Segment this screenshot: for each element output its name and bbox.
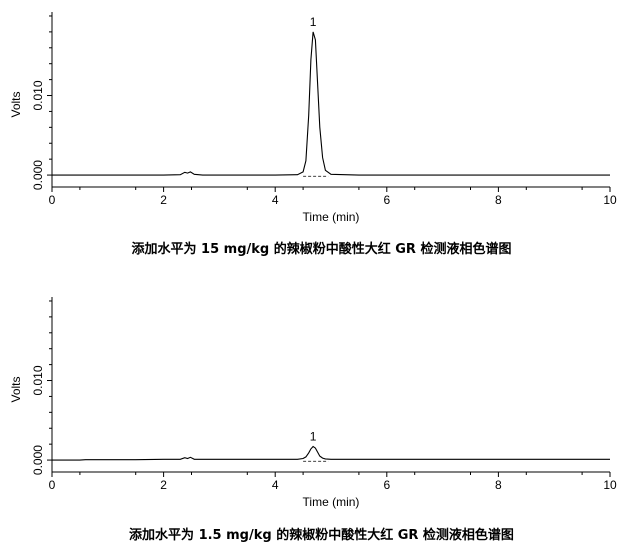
x-tick-label: 10 [603, 193, 617, 207]
y-tick-label: 0.000 [31, 445, 45, 475]
x-axis-label: Time (min) [303, 210, 360, 224]
y-axis-label: Volts [9, 376, 23, 402]
chromatogram-trace [52, 445, 610, 461]
peak-label: 1 [310, 430, 317, 444]
y-tick-label: 0.010 [31, 80, 45, 110]
x-tick-label: 2 [160, 193, 167, 207]
x-tick-label: 6 [383, 478, 390, 492]
y-axis-label: Volts [9, 91, 23, 117]
x-tick-label: 0 [49, 193, 56, 207]
chart-panel-top: 0 2 4 6 8 10 0.000 0.010 Time (min) Volts 1 [9, 12, 617, 224]
chart-panel-bottom: 0 2 4 6 8 10 0.000 0.010 Time (min) Volts 1 [9, 297, 617, 509]
x-axis-label: Time (min) [303, 495, 360, 509]
x-tick-label: 8 [495, 478, 502, 492]
peak-label: 1 [310, 15, 317, 29]
x-tick-label: 0 [49, 478, 56, 492]
x-tick-label: 8 [495, 193, 502, 207]
x-tick-label: 4 [272, 478, 279, 492]
chart-caption-top: 添加水平为 15 mg/kg 的辣椒粉中酸性大红 GR 检测液相色谱图 [131, 242, 512, 257]
y-tick-label: 0.000 [31, 160, 45, 190]
x-tick-label: 10 [603, 478, 617, 492]
chart-caption-bottom: 添加水平为 1.5 mg/kg 的辣椒粉中酸性大红 GR 检测液相色谱图 [129, 528, 514, 543]
y-tick-label: 0.010 [31, 365, 45, 395]
x-tick-label: 2 [160, 478, 167, 492]
chromatogram-trace [52, 31, 610, 176]
x-tick-label: 4 [272, 193, 279, 207]
x-tick-label: 6 [383, 193, 390, 207]
